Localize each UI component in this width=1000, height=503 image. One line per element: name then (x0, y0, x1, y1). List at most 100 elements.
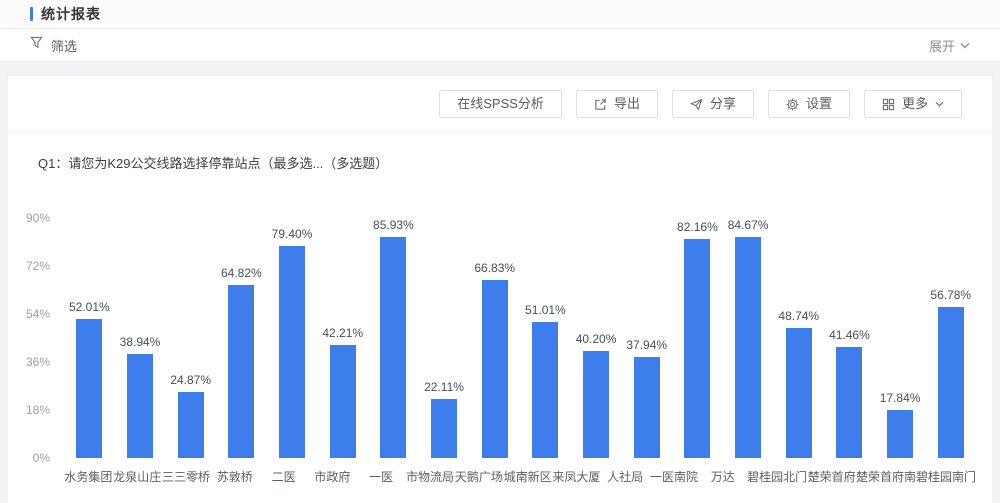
y-axis-tick: 90% (25, 211, 50, 225)
question-title: Q1：请您为K29公交线路选择停靠站点（最多选...（多选题） (38, 156, 389, 171)
x-axis-label: 万达 (710, 470, 735, 484)
y-axis: 0% 18% 36% 54% 72% 90% (14, 211, 56, 465)
settings-button[interactable]: 设置 (767, 90, 850, 118)
bar[interactable] (735, 237, 762, 458)
x-axis-label: 市政府 (314, 470, 351, 484)
x-axis-label: 城南新区 (503, 470, 552, 484)
funnel-icon (30, 36, 43, 54)
filter-button[interactable]: 筛选 (30, 36, 77, 55)
toolbar: 在线SPSS分析 导出 分享 (8, 76, 992, 131)
bar[interactable] (633, 356, 660, 458)
toolbar-divider (8, 131, 992, 132)
x-axis-label: 一医南院 (649, 470, 698, 484)
bar[interactable] (228, 285, 255, 458)
bar[interactable] (481, 279, 508, 458)
x-axis-label: 碧桂园南门 (915, 470, 976, 484)
chevron-down-icon (960, 36, 970, 54)
bar-slot: 41.46% (824, 218, 875, 458)
report-panel: 在线SPSS分析 导出 分享 (7, 75, 993, 503)
bar[interactable] (279, 246, 306, 458)
share-icon (690, 97, 703, 111)
page-title: 统计报表 (41, 6, 101, 22)
spss-analysis-button[interactable]: 在线SPSS分析 (439, 90, 562, 118)
x-axis-label: 二医 (271, 470, 296, 484)
export-button-label: 导出 (613, 96, 640, 111)
bar-slot: 82.16% (672, 218, 723, 458)
x-axis: 水务集团 龙泉山庄 三三零桥 苏敦桥 二医 市政府 一医 市物流局 天鹅广场 城南新区 来凤大厦 人社… (64, 468, 976, 485)
bar-slot: 66.83% (469, 218, 520, 458)
bar-slot: 85.93% (368, 218, 419, 458)
more-button[interactable]: 更多 (863, 90, 962, 118)
bar[interactable] (785, 328, 812, 458)
bar-value-label: 82.16% (677, 219, 718, 234)
bar-value-label: 17.84% (879, 391, 921, 406)
bar[interactable] (177, 391, 204, 458)
bar[interactable] (329, 345, 356, 458)
bar[interactable] (583, 350, 610, 458)
x-axis-label: 人社局 (607, 470, 644, 484)
spss-analysis-button-label: 在线SPSS分析 (457, 96, 544, 111)
expand-toggle[interactable]: 展开 (929, 36, 970, 55)
bar-value-label: 38.94% (119, 335, 161, 350)
bar-slot: 38.94% (115, 218, 166, 458)
y-axis-tick: 54% (25, 307, 50, 321)
y-axis-tick: 18% (25, 403, 50, 417)
bar-value-label: 85.93% (373, 218, 414, 232)
share-button[interactable]: 分享 (671, 90, 754, 118)
x-axis-label: 天鹅广场 (454, 470, 503, 484)
x-axis-label: 市物流局 (405, 470, 454, 484)
bar-value-label: 24.87% (170, 372, 212, 387)
x-axis-label: 水务集团 (64, 470, 113, 484)
filter-label: 筛选 (51, 38, 78, 54)
bar-slot: 51.01% (520, 218, 571, 458)
bar-value-label: 51.01% (525, 303, 566, 317)
bar-slot: 40.20% (571, 218, 622, 458)
x-axis-label: 来凤大厦 (552, 470, 601, 484)
bar-slot: 84.67% (723, 218, 774, 458)
bar-slot: 42.21% (317, 218, 368, 458)
y-axis-tick: 0% (32, 451, 50, 465)
bar-value-label: 22.11% (424, 380, 464, 394)
x-axis-label: 龙泉山庄 (113, 470, 162, 484)
bar-slot: 48.74% (773, 218, 824, 458)
bar[interactable] (380, 237, 407, 458)
bar[interactable] (127, 354, 153, 458)
bar-slot: 52.01% (64, 218, 115, 458)
more-button-label: 更多 (901, 96, 928, 111)
bar-value-label: 40.20% (575, 331, 617, 346)
bar-value-label: 37.94% (626, 337, 668, 352)
title-accent-bar (30, 7, 33, 21)
bar-value-label: 42.21% (322, 326, 364, 341)
gear-icon (786, 98, 799, 111)
bar-slot: 22.11% (419, 218, 470, 458)
page-header: 统计报表 (0, 0, 1000, 29)
bar-value-label: 79.40% (271, 227, 313, 242)
bar-slot: 64.82% (216, 218, 267, 458)
bar-value-label: 48.74% (778, 309, 820, 323)
grid-icon (882, 98, 895, 111)
bar[interactable] (887, 410, 914, 458)
bar-value-label: 41.46% (829, 328, 870, 343)
bars-container: 52.01% 38.94% 24.87% 64.82% 79.40% 42.21% 85.9… (64, 218, 976, 458)
settings-button-label: 设置 (805, 96, 832, 111)
export-icon (594, 98, 607, 111)
x-axis-label: 苏敦桥 (216, 470, 253, 484)
bar[interactable] (76, 319, 103, 458)
filter-bar: 筛选 展开 (0, 29, 1000, 62)
bar-value-label: 56.78% (930, 287, 972, 302)
x-axis-label: 碧桂园北门 (747, 470, 808, 484)
bar[interactable] (431, 399, 458, 458)
x-axis-label: 楚荣首府 (807, 470, 856, 484)
section-gap (0, 62, 1000, 75)
x-axis-label: 三三零桥 (161, 470, 210, 484)
bar[interactable] (937, 306, 964, 458)
x-axis-label: 楚荣首府南 (855, 470, 916, 484)
bar-slot: 24.87% (165, 218, 216, 458)
bar-value-label: 52.01% (68, 300, 110, 315)
bar[interactable] (836, 347, 863, 458)
bar[interactable] (532, 322, 559, 458)
bar-slot: 17.84% (875, 218, 926, 458)
bar[interactable] (684, 238, 711, 458)
y-axis-tick: 72% (25, 259, 50, 273)
export-button[interactable]: 导出 (575, 90, 658, 118)
